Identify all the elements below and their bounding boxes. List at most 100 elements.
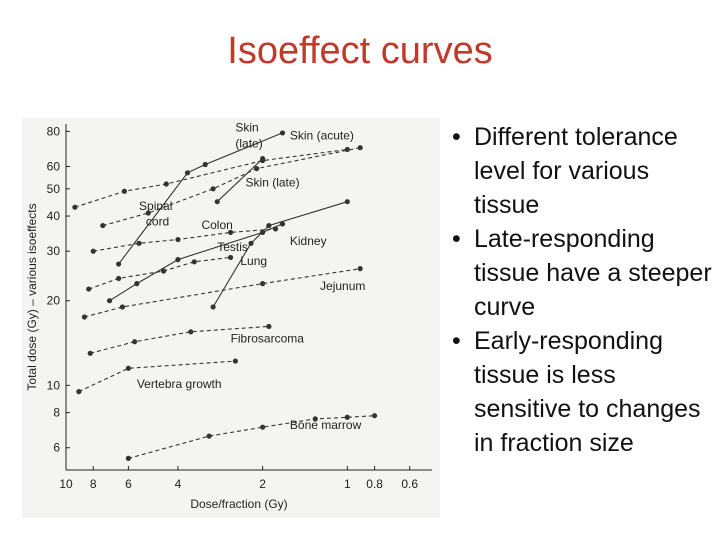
- curve-label: Vertebra growth: [137, 377, 222, 391]
- series-line-10: [78, 360, 236, 393]
- y-tick-label: 10: [47, 378, 61, 392]
- data-point: [145, 210, 151, 216]
- data-point: [116, 261, 122, 267]
- data-point: [175, 236, 181, 243]
- x-tick-label: 10: [59, 477, 73, 491]
- series-line-1: [74, 148, 348, 208]
- series-line-6: [88, 256, 231, 290]
- data-point: [279, 221, 286, 227]
- y-tick-label: 60: [47, 160, 61, 174]
- data-point: [125, 455, 132, 461]
- y-tick-label: 30: [47, 244, 61, 258]
- data-point: [279, 130, 286, 136]
- data-point: [266, 222, 272, 229]
- curve-label: Skin (acute): [290, 128, 354, 142]
- curve-label: Bone marrow: [290, 418, 362, 432]
- data-point: [90, 248, 96, 254]
- series-line-3: [102, 147, 361, 227]
- curve-label: Fibrosarcoma: [231, 332, 305, 346]
- x-tick-label: 2: [259, 477, 266, 491]
- data-point: [344, 199, 350, 205]
- data-point: [136, 240, 142, 246]
- data-point: [227, 254, 234, 261]
- x-axis-title: Dose/fraction (Gy): [190, 497, 287, 511]
- data-point: [121, 188, 128, 194]
- x-tick-label: 8: [90, 477, 97, 491]
- x-tick-label: 4: [175, 477, 182, 491]
- data-point: [357, 266, 363, 272]
- y-tick-label: 80: [47, 124, 61, 138]
- data-point: [260, 156, 266, 162]
- data-point: [87, 350, 93, 356]
- chart-panel: 6 8 10 20 30 40 50 60 80 10 8 6 4 2 1 0.8 0.6 Dose/fracti…: [22, 118, 440, 518]
- data-point: [254, 165, 260, 172]
- data-point: [202, 161, 208, 168]
- curve-label: Colon: [201, 218, 232, 232]
- data-point: [81, 314, 88, 320]
- data-point: [206, 433, 212, 439]
- data-point: [160, 268, 167, 274]
- data-point: [119, 304, 126, 310]
- x-tick-label: 0.8: [366, 477, 383, 491]
- data-point: [125, 365, 132, 371]
- y-axis-title: Total dose (Gy) – various isoeffects: [25, 203, 39, 390]
- curve-label: Kidney: [290, 234, 327, 248]
- curve-label: Testis: [217, 240, 248, 254]
- data-point: [312, 416, 318, 422]
- data-point: [232, 358, 238, 364]
- data-point: [260, 229, 266, 235]
- curve-label: cord: [146, 215, 169, 229]
- data-point: [214, 199, 220, 205]
- series-line-11: [128, 415, 375, 459]
- y-tick-label: 8: [53, 406, 60, 420]
- isoeffect-chart: 6 8 10 20 30 40 50 60 80 10 8 6 4 2 1 0.8 0.6 Dose/fracti…: [25, 120, 432, 511]
- series-line-2: [216, 158, 263, 203]
- series-line-9: [90, 325, 269, 354]
- bullet-list: Different tolerance level for various ti…: [446, 120, 716, 460]
- data-point: [188, 329, 194, 335]
- slide-title: Isoeffect curves: [227, 30, 493, 72]
- data-point: [132, 339, 138, 345]
- series-line-0: [118, 132, 283, 265]
- y-tick-label: 20: [47, 294, 61, 308]
- series-line-8: [84, 268, 361, 318]
- data-point: [344, 146, 350, 153]
- y-tick-label: 6: [53, 441, 60, 455]
- data-point: [260, 424, 266, 430]
- data-point: [191, 259, 197, 265]
- curve-label: Spinal: [139, 199, 172, 213]
- data-point: [210, 304, 216, 310]
- data-point: [371, 413, 378, 419]
- data-point: [344, 414, 350, 420]
- data-point: [163, 181, 169, 187]
- data-point: [210, 186, 216, 192]
- curve-label: (late): [235, 137, 262, 151]
- data-point: [266, 323, 272, 330]
- data-point: [116, 275, 122, 282]
- x-tick-label: 1: [344, 477, 351, 491]
- data-point: [134, 281, 140, 287]
- data-point: [175, 257, 181, 263]
- y-tick-label: 50: [47, 182, 61, 196]
- data-point: [86, 286, 92, 292]
- curve-label: Skin (late): [246, 175, 300, 189]
- bullet-item: Different tolerance level for various ti…: [446, 120, 716, 222]
- data-point: [184, 170, 191, 176]
- bullet-item: Late-responding tissue have a steeper cu…: [446, 222, 716, 324]
- curve-label: Jejunum: [320, 279, 365, 293]
- y-tick-label: 40: [47, 209, 61, 223]
- data-point: [227, 229, 234, 235]
- bullet-item: Early-responding tissue is less sensitiv…: [446, 324, 716, 460]
- series-line-5: [212, 201, 348, 308]
- data-point: [106, 298, 113, 304]
- curve-label: Lung: [240, 254, 267, 268]
- data-point: [100, 222, 106, 229]
- data-point: [357, 145, 363, 151]
- data-point: [260, 281, 266, 287]
- data-point: [248, 240, 254, 246]
- x-tick-label: 6: [125, 477, 132, 491]
- data-point: [76, 389, 82, 395]
- data-point: [72, 204, 78, 210]
- x-tick-label: 0.6: [401, 477, 418, 491]
- curve-label: Skin: [235, 120, 258, 134]
